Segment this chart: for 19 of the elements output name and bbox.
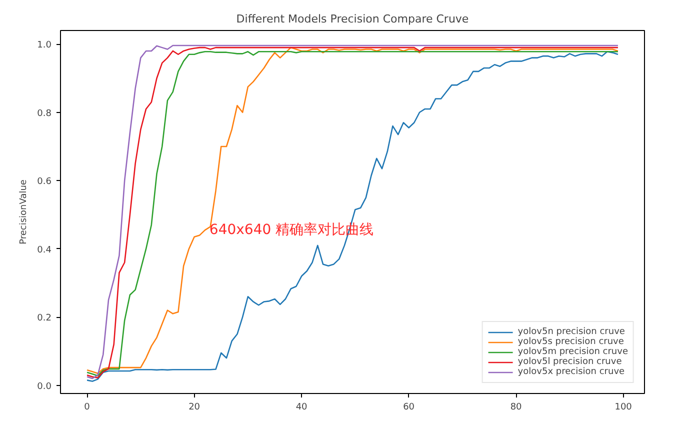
x-tick-label: 80 bbox=[510, 402, 522, 412]
y-tick-label: 0.4 bbox=[37, 245, 52, 256]
legend-label: yolov5x precision cruve bbox=[518, 367, 625, 377]
chart-title: Different Models Precision Compare Cruve bbox=[236, 12, 469, 26]
y-tick-label: 0.8 bbox=[37, 108, 52, 119]
legend-label: yolov5s precision cruve bbox=[518, 337, 624, 347]
legend-label: yolov5l precision cruve bbox=[518, 357, 622, 367]
x-tick-label: 100 bbox=[614, 402, 632, 412]
x-tick-label: 20 bbox=[188, 402, 200, 412]
y-tick-label: 0.2 bbox=[37, 314, 52, 324]
x-tick-label: 40 bbox=[296, 402, 308, 412]
legend-label: yolov5n precision cruve bbox=[518, 327, 625, 337]
y-tick-label: 0.6 bbox=[37, 177, 52, 188]
y-tick-label: 1.0 bbox=[37, 40, 52, 51]
y-axis-title: PrecisionValue bbox=[19, 179, 30, 244]
x-tick-label: 60 bbox=[403, 402, 415, 412]
legend-label: yolov5m precision cruve bbox=[518, 347, 628, 357]
y-tick-label: 0.0 bbox=[37, 382, 52, 392]
x-tick-label: 0 bbox=[84, 402, 90, 412]
